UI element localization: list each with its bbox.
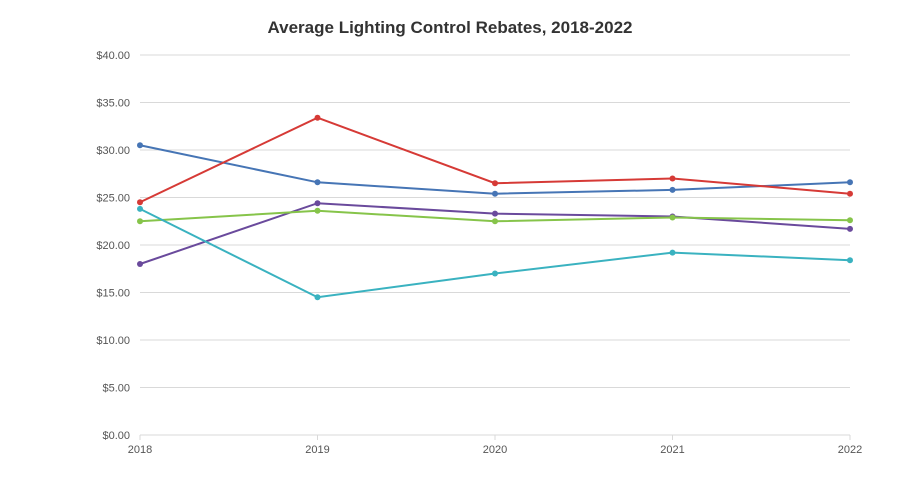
series-teal-marker xyxy=(670,250,676,256)
series-teal-marker xyxy=(492,271,498,277)
y-axis-tick-label: $10.00 xyxy=(96,335,130,347)
x-axis-tick-label: 2019 xyxy=(305,444,329,456)
series-green-marker xyxy=(847,217,853,223)
series-green-marker xyxy=(315,208,321,214)
y-axis-tick-label: $5.00 xyxy=(102,383,130,395)
chart-container: Average Lighting Control Rebates, 2018-2… xyxy=(0,0,900,500)
series-teal-marker xyxy=(315,294,321,300)
x-axis-tick-label: 2022 xyxy=(838,444,862,456)
series-blue-marker xyxy=(137,142,143,148)
series-blue-marker xyxy=(315,179,321,185)
series-blue-marker xyxy=(492,191,498,197)
series-red-marker xyxy=(492,180,498,186)
series-purple-marker xyxy=(137,261,143,267)
y-axis-tick-label: $25.00 xyxy=(96,193,130,205)
series-blue-marker xyxy=(670,187,676,193)
series-teal-marker xyxy=(847,257,853,263)
y-axis-tick-label: $15.00 xyxy=(96,288,130,300)
series-green-marker xyxy=(137,218,143,224)
y-axis-tick-label: $30.00 xyxy=(96,145,130,157)
series-green-marker xyxy=(492,218,498,224)
series-purple-marker xyxy=(847,226,853,232)
y-axis-tick-label: $40.00 xyxy=(96,50,130,62)
x-axis-tick-label: 2018 xyxy=(128,444,152,456)
series-blue-marker xyxy=(847,179,853,185)
series-purple-marker xyxy=(315,200,321,206)
x-axis-tick-label: 2021 xyxy=(660,444,684,456)
series-green-marker xyxy=(670,214,676,220)
series-teal-marker xyxy=(137,206,143,212)
line-chart: $0.00 $5.00 $10.00 $15.00 $20.00 $25.00 $30.00… xyxy=(0,0,900,500)
series-red-marker xyxy=(137,199,143,205)
y-axis-tick-label: $0.00 xyxy=(102,430,130,442)
series-red-marker xyxy=(670,176,676,182)
y-axis-tick-label: $35.00 xyxy=(96,98,130,110)
series-red-marker xyxy=(315,115,321,121)
series-red-marker xyxy=(847,191,853,197)
y-axis-tick-label: $20.00 xyxy=(96,240,130,252)
series-purple-marker xyxy=(492,211,498,217)
x-axis-tick-label: 2020 xyxy=(483,444,507,456)
